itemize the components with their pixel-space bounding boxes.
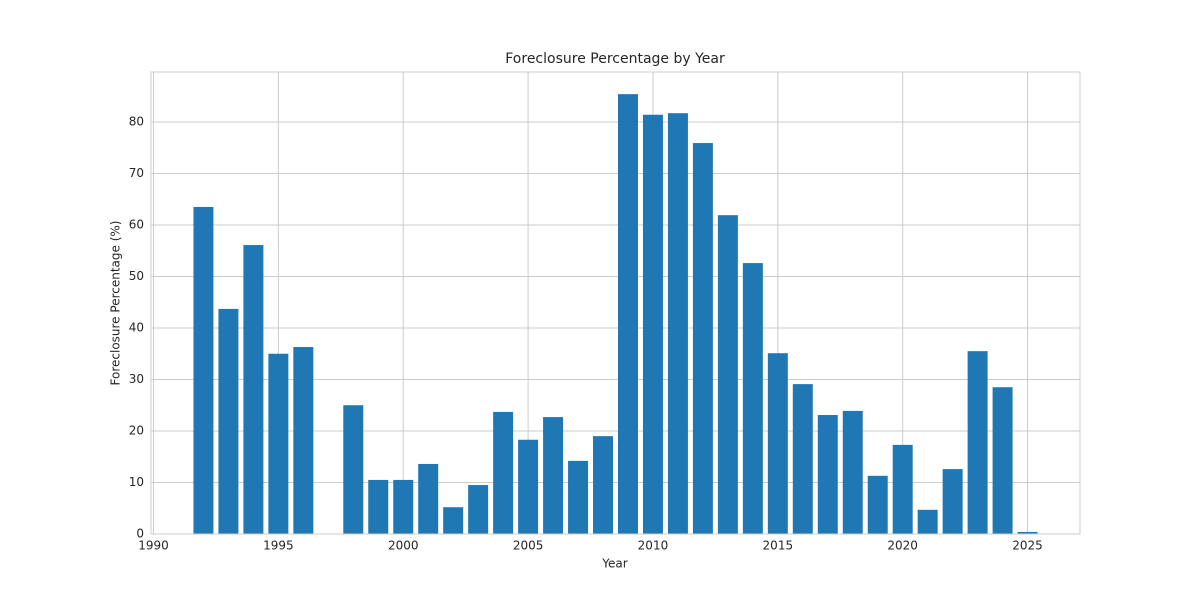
- bar: [1017, 531, 1038, 534]
- y-tick-label: 60: [129, 217, 144, 231]
- x-tick-label: 2015: [763, 539, 794, 553]
- bar: [817, 415, 838, 534]
- bar: [642, 114, 663, 535]
- bar: [343, 405, 364, 534]
- bar: [418, 463, 439, 534]
- bar: [518, 439, 539, 534]
- y-tick-label: 0: [136, 527, 144, 541]
- x-tick-label: 2025: [1012, 539, 1043, 553]
- x-tick-label: 1990: [138, 539, 169, 553]
- bar: [617, 94, 638, 534]
- bars: [193, 94, 1038, 535]
- bar: [193, 206, 214, 534]
- x-tick-label: 1995: [263, 539, 294, 553]
- bar: [842, 410, 863, 534]
- bar: [942, 469, 963, 534]
- bar: [742, 263, 763, 534]
- bar: [692, 143, 713, 535]
- bar: [218, 308, 239, 534]
- bar: [468, 485, 489, 534]
- bar: [543, 417, 564, 534]
- y-tick-label: 50: [129, 269, 144, 283]
- bar: [867, 475, 888, 534]
- bar: [293, 347, 314, 534]
- bar: [667, 113, 688, 534]
- x-tick-label: 2005: [513, 539, 544, 553]
- y-tick-label: 70: [129, 166, 144, 180]
- plot-frame: [150, 71, 1081, 535]
- y-tick-label: 40: [129, 320, 144, 334]
- bar: [992, 387, 1013, 534]
- bar: [368, 479, 389, 534]
- bar: [767, 353, 788, 534]
- x-tick-label: 2020: [887, 539, 918, 553]
- x-axis-label: Year: [601, 557, 627, 571]
- bar: [393, 479, 414, 534]
- y-tick-label: 30: [129, 372, 144, 386]
- chart-title: Foreclosure Percentage by Year: [505, 51, 725, 67]
- bar: [917, 509, 938, 534]
- bar: [568, 460, 589, 534]
- y-tick-label: 20: [129, 423, 144, 437]
- x-tick-label: 2000: [388, 539, 419, 553]
- bar: [593, 436, 614, 534]
- x-tick-label: 2010: [638, 539, 669, 553]
- bar: [717, 215, 738, 534]
- y-axis-label: Foreclosure Percentage (%): [109, 221, 123, 386]
- y-tick-label: 10: [129, 475, 144, 489]
- bar: [792, 384, 813, 534]
- y-tick-label: 80: [129, 114, 144, 128]
- bar: [892, 444, 913, 534]
- bar: [493, 411, 514, 534]
- bar: [243, 245, 264, 534]
- bar: [443, 507, 464, 534]
- bar: [967, 351, 988, 534]
- bar: [268, 353, 289, 534]
